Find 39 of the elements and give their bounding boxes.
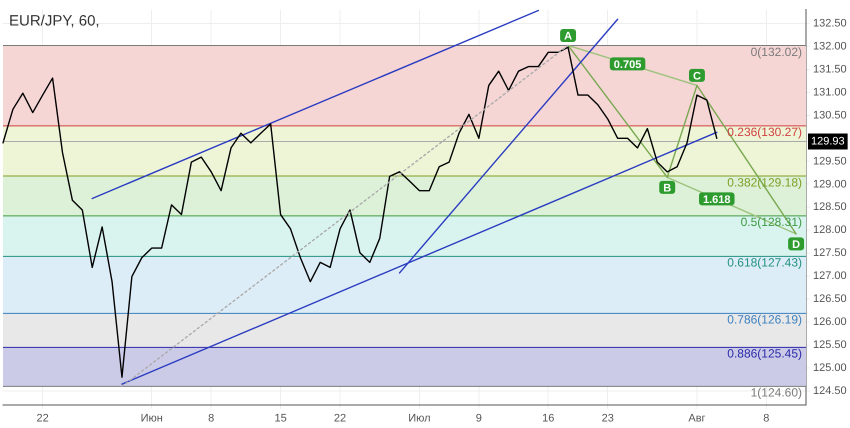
y-tick-label: 132.50 [813, 17, 847, 30]
chart-title: EUR/JPY, 60, [9, 12, 100, 30]
x-tick-label: Июн [140, 412, 163, 424]
y-tick-label: 128.50 [813, 201, 847, 214]
x-tick-label: 22 [334, 412, 346, 424]
y-tick-label: 127.50 [813, 247, 847, 260]
x-tick-label: 9 [476, 412, 482, 424]
y-tick-label: 129.93 [811, 136, 845, 148]
x-tick-label: 8 [763, 412, 770, 424]
y-tick-label: 132.00 [813, 40, 847, 52]
ref-line-label: 0.786(126.19) [727, 312, 802, 327]
y-tick-label: 125.00 [813, 362, 847, 374]
data-label: B [663, 182, 672, 194]
x-tick-label: 23 [602, 412, 614, 424]
data-label: D [792, 238, 800, 251]
y-tick-label: 129.00 [813, 178, 847, 190]
y-tick-label: 130.50 [813, 109, 847, 122]
data-label: C [692, 70, 701, 82]
data-label: A [564, 30, 572, 42]
y-tick-label: 128.00 [813, 224, 847, 236]
x-tick-label: 16 [542, 412, 554, 424]
y-tick-label: 129.50 [813, 155, 847, 168]
y-tick-label: 127.00 [813, 270, 847, 282]
ref-line-label: 0.236(130.27) [727, 125, 802, 140]
x-tick-label: 8 [208, 412, 214, 424]
y-tick-label: 126.00 [813, 316, 847, 328]
y-tick-label: 125.50 [813, 339, 847, 352]
ref-line-label: 0.886(125.45) [727, 346, 802, 361]
x-tick-label: Июл [408, 412, 431, 424]
x-tick-label: 22 [36, 412, 49, 424]
ref-line-label: 0(132.02) [750, 44, 802, 59]
ref-line-label: 1(124.60) [750, 386, 802, 400]
y-tick-label: 131.50 [813, 63, 847, 76]
y-tick-label: 124.50 [813, 385, 847, 398]
ref-line-label: 0.618(127.43) [727, 256, 802, 270]
x-tick-label: Авг [688, 412, 706, 424]
y-tick-label: 131.00 [813, 86, 847, 98]
x-tick-label: 15 [274, 412, 287, 424]
y-tick-label: 126.50 [813, 293, 847, 306]
